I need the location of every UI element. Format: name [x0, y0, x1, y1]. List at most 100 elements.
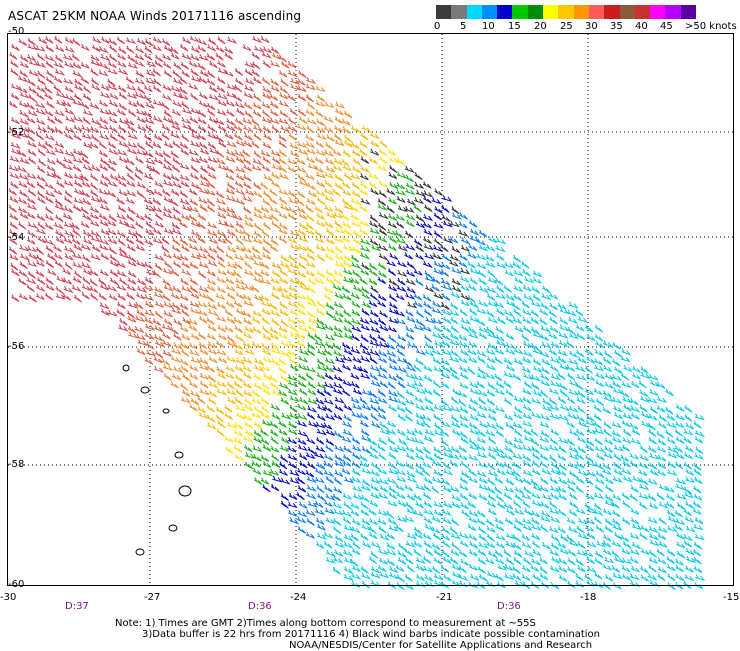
wind-barb: [387, 268, 397, 277]
wind-barb: [98, 99, 108, 107]
wind-barb: [316, 179, 325, 188]
wind-barb: [146, 60, 157, 68]
wind-barb: [433, 212, 442, 221]
wind-barb: [154, 54, 164, 63]
note-line: Note: 1) Times are GMT 2)Times along bot…: [115, 618, 536, 629]
wind-barb: [117, 60, 127, 68]
wind-barb: [125, 76, 134, 85]
wind-barb: [63, 179, 74, 187]
wind-barb: [18, 269, 28, 278]
wind-barb: [287, 60, 297, 69]
wind-barb: [388, 156, 399, 164]
wind-barb: [278, 69, 288, 78]
wind-barb: [146, 268, 157, 276]
wind-barb: [155, 212, 164, 221]
wind-barb: [116, 197, 125, 205]
wind-barb: [235, 188, 246, 196]
wind-barb: [54, 116, 63, 124]
wind-barb: [162, 172, 172, 180]
wind-barb: [154, 262, 163, 271]
wind-barb: [91, 134, 100, 143]
wind-barb: [433, 221, 444, 229]
wind-barb: [289, 142, 299, 150]
wind-barb: [9, 51, 18, 60]
wind-barb: [171, 221, 180, 230]
wind-barb: [90, 253, 101, 261]
wind-barb: [333, 132, 343, 141]
wind-barb: [206, 52, 215, 61]
wind-barb: [118, 46, 127, 55]
wind-barb: [297, 85, 307, 92]
wind-barb: [80, 43, 90, 51]
wind-barb: [378, 243, 389, 252]
wind-barb: [305, 140, 316, 149]
wind-barb: [171, 268, 180, 277]
wind-barb: [153, 78, 162, 87]
wind-barb: [305, 134, 315, 142]
wind-barb: [244, 84, 255, 92]
wind-barb: [477, 262, 486, 270]
wind-barb: [91, 164, 101, 172]
wind-barb: [388, 197, 397, 205]
wind-barb: [18, 206, 27, 214]
wind-barb: [27, 133, 36, 142]
wind-barb: [388, 213, 397, 221]
wind-barb: [262, 60, 271, 69]
wind-barb: [278, 188, 289, 196]
wind-barb: [91, 83, 101, 91]
wind-barb: [378, 189, 387, 198]
wind-barb: [243, 124, 254, 133]
wind-barb: [306, 246, 315, 254]
wind-barb: [260, 205, 270, 213]
wind-barb: [188, 125, 197, 134]
wind-barb: [280, 254, 289, 263]
wind-barb: [334, 260, 346, 268]
wind-barb: [117, 205, 127, 213]
wind-barb: [333, 164, 342, 172]
wind-barb: [217, 229, 226, 237]
lon-tick: -15: [723, 592, 740, 603]
wind-barb: [55, 44, 65, 52]
wind-barb: [73, 173, 85, 181]
wind-barb: [468, 219, 478, 228]
wind-barb: [54, 259, 64, 268]
wind-barb: [44, 222, 54, 230]
wind-barb: [81, 261, 92, 269]
wind-barb: [188, 236, 198, 244]
wind-barb: [208, 116, 218, 124]
wind-barb: [128, 100, 138, 108]
time-label: D:36: [497, 601, 521, 612]
wind-barb: [269, 188, 278, 197]
wind-barb: [449, 220, 460, 228]
wind-barb: [164, 141, 173, 149]
wind-barb: [226, 140, 237, 148]
wind-barb: [71, 222, 80, 230]
wind-barb: [208, 37, 217, 46]
wind-barb: [72, 261, 83, 269]
wind-barb: [253, 182, 262, 190]
wind-barb: [504, 261, 515, 269]
wind-barb: [371, 244, 382, 252]
wind-barb: [82, 93, 92, 101]
wind-barb: [226, 109, 235, 117]
wind-barb: [9, 155, 21, 163]
wind-barb: [270, 101, 279, 109]
wind-barb: [98, 212, 108, 221]
wind-barb: [181, 244, 190, 253]
wind-barb: [189, 116, 199, 124]
wind-barb: [215, 117, 225, 126]
wind-barb: [235, 139, 246, 147]
wind-barb: [262, 92, 271, 100]
wind-barb: [306, 222, 315, 231]
wind-barb: [100, 157, 109, 166]
wind-barb: [145, 228, 155, 236]
wind-barb: [209, 237, 218, 245]
wind-barb: [188, 83, 199, 91]
wind-barb: [90, 182, 99, 191]
wind-barb: [424, 204, 433, 213]
wind-barb: [405, 182, 415, 190]
wind-barb: [128, 108, 137, 117]
wind-barb: [387, 148, 397, 156]
wind-barb: [405, 243, 416, 251]
wind-barb: [406, 198, 416, 206]
